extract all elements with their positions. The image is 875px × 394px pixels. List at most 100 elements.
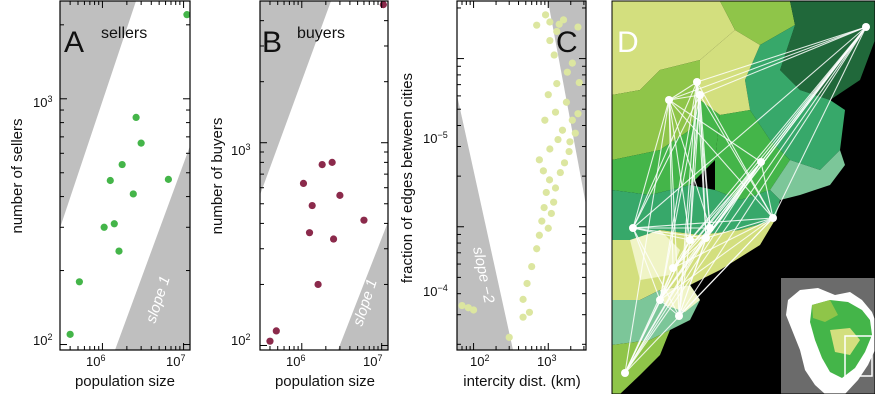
- panel-c-xtick-label-100: 102: [470, 353, 489, 369]
- panel-c-point: [538, 217, 546, 225]
- city-node: [665, 96, 673, 104]
- city-node: [769, 214, 777, 222]
- panel-c-point: [550, 51, 558, 59]
- panel-b-point: [328, 158, 336, 166]
- network-edge: [624, 99, 670, 374]
- panel-b-point: [266, 337, 274, 345]
- inset-region: [812, 300, 838, 322]
- panel-c-point: [546, 18, 554, 26]
- panel-a-point: [164, 175, 172, 183]
- panel-c: C slope −2 intercity dist. (km) fraction…: [399, 0, 587, 390]
- network-edge: [668, 99, 762, 163]
- panel-c-point: [575, 78, 583, 87]
- network-nodes: [621, 23, 870, 377]
- panel-c-point: [535, 231, 543, 239]
- map-region: [715, 110, 790, 200]
- network-edge: [624, 299, 661, 374]
- city-node: [757, 158, 765, 166]
- panel-b-point: [318, 161, 326, 169]
- network-edge: [668, 99, 691, 241]
- panel-b-point: [272, 327, 280, 335]
- network-edge: [632, 227, 661, 301]
- network-edge: [672, 217, 774, 269]
- network-edge: [668, 26, 867, 101]
- panel-c-point: [553, 27, 561, 36]
- network-edge: [699, 94, 711, 229]
- panel-c-point: [566, 138, 574, 146]
- panel-c-point: [560, 159, 569, 167]
- map-region: [612, 330, 670, 394]
- network-edge: [668, 81, 698, 101]
- panel-b-point: [329, 235, 338, 243]
- network-edge: [632, 227, 680, 317]
- panel-a-point: [132, 113, 140, 121]
- network-edge: [632, 227, 707, 239]
- panel-a-axis-ticks: [59, 1, 190, 350]
- network-edge: [678, 239, 691, 317]
- panel-b-point: [308, 201, 316, 210]
- network-edges: [624, 26, 867, 374]
- network-edge: [696, 81, 774, 219]
- panel-c-point: [528, 262, 536, 271]
- panel-c-point: [533, 245, 541, 253]
- panel-c-point: [544, 224, 552, 232]
- panel-c-point: [571, 129, 579, 137]
- network-edge: [689, 161, 762, 241]
- panel-b-points: [266, 1, 387, 345]
- map-inset: [781, 278, 875, 394]
- network-edge: [709, 161, 762, 229]
- map-region: [720, 1, 795, 45]
- panel-c-point: [535, 156, 543, 164]
- panel-b: B buyers slope 1 population size number …: [209, 0, 389, 390]
- panel-c-xtick-label-1000: 103: [537, 353, 556, 369]
- network-edge: [624, 26, 867, 374]
- city-node: [706, 224, 714, 232]
- panel-c-xlabel: intercity dist. (km): [463, 373, 581, 390]
- panel-c-points: [458, 11, 583, 341]
- panel-a-point: [106, 176, 114, 185]
- panel-a-point: [183, 11, 190, 19]
- panel-c-ytick-label-1e-5: 10−5: [423, 130, 448, 146]
- panel-b-letter: B: [262, 26, 282, 59]
- network-edge: [659, 299, 680, 317]
- panel-b-axis-ticks: [259, 0, 388, 350]
- panel-b-point: [379, 1, 387, 9]
- inset-highlight-box: [844, 335, 873, 377]
- panel-a-point: [75, 278, 83, 286]
- panel-b-frame: [259, 0, 389, 351]
- panel-c-point: [565, 147, 573, 156]
- city-node: [693, 78, 701, 86]
- network-edge: [668, 99, 711, 229]
- panel-c-point: [555, 20, 563, 28]
- panel-c-point: [559, 16, 568, 24]
- network-edge: [772, 26, 867, 219]
- panel-c-point: [550, 198, 558, 206]
- network-edge: [624, 217, 774, 374]
- panel-c-point: [541, 116, 549, 124]
- panel-b-ylabel: number of buyers: [209, 118, 226, 235]
- panel-b-title: buyers: [297, 25, 345, 42]
- network-edge: [668, 99, 674, 269]
- panel-a-frame: [59, 0, 191, 351]
- panel-c-point: [553, 80, 561, 88]
- panel-b-ytick-label-100: 102: [231, 332, 250, 348]
- panel-d-frame: [611, 0, 875, 394]
- panel-a-ylabel: number of sellers: [9, 118, 26, 233]
- panel-c-frame: [456, 0, 587, 351]
- network-edge: [689, 94, 701, 241]
- panel-b-point: [360, 216, 368, 224]
- panel-a-point: [129, 190, 137, 198]
- panel-c-point: [544, 91, 552, 99]
- network-edge: [624, 227, 711, 374]
- network-edge: [699, 94, 707, 239]
- panel-a-letter: A: [64, 26, 84, 59]
- network-edge: [632, 99, 670, 229]
- network-edge: [699, 94, 774, 219]
- network-edge: [689, 26, 867, 241]
- city-node: [669, 264, 677, 272]
- panel-a-points: [66, 11, 190, 338]
- panel-b-point: [305, 229, 314, 237]
- panel-a-point: [110, 220, 118, 228]
- network-edge: [672, 161, 762, 269]
- panel-c-point: [568, 116, 576, 124]
